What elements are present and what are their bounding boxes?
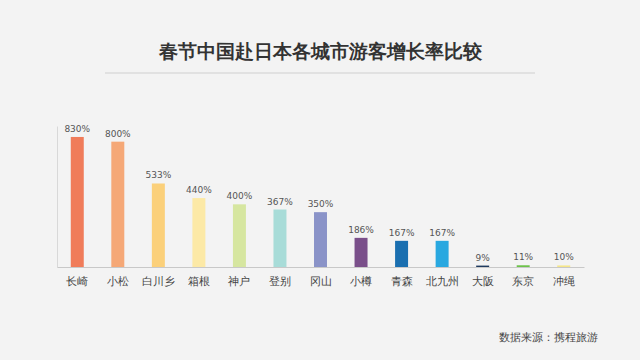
y-axis-line [57,127,58,268]
x-tick: 白川乡 [142,267,175,288]
data-label: 10% [554,252,574,262]
x-tick-label: 神户 [228,275,250,288]
title-rule [105,73,535,74]
background [0,0,640,360]
bar [192,198,205,267]
data-label: 167% [429,228,455,238]
x-axis: 长崎 小松白川乡箱根 神户 登别 冈山 小樽 青森北九州大阪 东京 冲绳 [58,267,585,288]
bar [557,265,570,267]
plot: 830% 800% 533% 440% 400% 367% 350% 186% 167% 167%… [58,124,585,288]
x-tick-label: 长崎 [66,275,88,288]
x-tick-label: 小松 [107,275,129,288]
x-tick-label: 小樽 [350,275,372,288]
x-tick: 小樽 [350,267,372,288]
x-tick: 小松 [107,267,129,288]
x-tick: 登别 [269,267,291,288]
x-tick-label: 冈山 [310,275,332,288]
data-label: 9% [476,253,491,263]
x-tick-label: 青森 [391,275,413,288]
bar [71,137,84,267]
source-note: 数据来源：携程旅游 [499,331,598,344]
data-label: 186% [348,225,374,235]
data-label: 167% [389,228,415,238]
bar [233,204,246,267]
data-label: 440% [186,185,212,195]
x-tick: 箱根 [188,267,210,288]
x-tick-label: 登别 [269,275,291,288]
bar [395,241,408,267]
x-tick: 冈山 [310,267,332,288]
data-label: 367% [267,197,293,207]
data-label: 800% [105,129,131,139]
x-axis-line [58,267,585,268]
x-tick-label: 大阪 [472,275,494,288]
data-labels: 830% 800% 533% 440% 400% 367% 350% 186% 167% 167%… [64,124,574,263]
bar [476,266,489,267]
chart: 春节中国赴日本各城市游客增长率比较 830% 800% 533% 440% 400% 367… [0,0,640,360]
title: 春节中国赴日本各城市游客增长率比较 [158,40,483,62]
bar [355,238,368,267]
x-tick-label: 北九州 [426,275,459,288]
x-tick: 青森 [391,267,413,288]
x-tick: 大阪 [472,267,494,288]
bars [71,137,570,267]
x-tick: 冲绳 [553,267,575,288]
data-label: 400% [227,191,253,201]
data-label: 533% [145,170,171,180]
x-tick: 东京 [512,267,534,288]
bar [314,212,327,267]
y-axis [57,127,58,268]
data-label: 350% [308,199,334,209]
data-label: 830% [64,124,90,134]
bar [152,183,165,267]
data-label: 11% [513,252,533,262]
x-tick: 神户 [228,267,250,288]
x-tick: 北九州 [426,267,459,288]
bar [436,241,449,267]
x-tick-label: 白川乡 [142,275,175,288]
x-tick: 长崎 [66,267,88,288]
bar [273,210,286,267]
x-tick-label: 东京 [512,275,534,288]
bar [517,265,530,267]
x-tick-label: 箱根 [188,275,210,288]
x-tick-label: 冲绳 [553,275,575,288]
bar [111,142,124,267]
